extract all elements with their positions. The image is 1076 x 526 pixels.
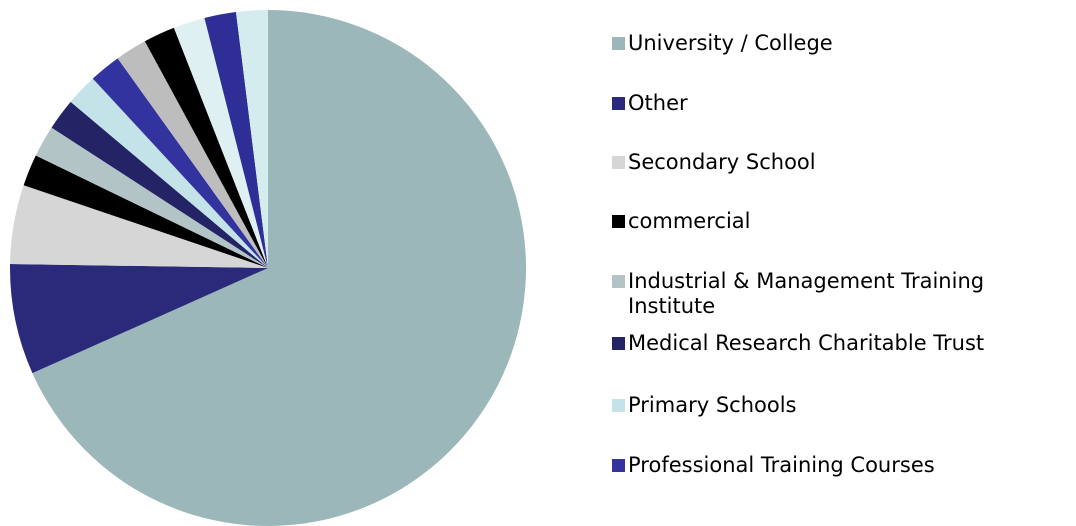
legend-swatch bbox=[612, 156, 625, 169]
chart bbox=[9, 10, 527, 526]
legend-entry: commercial bbox=[612, 209, 1074, 234]
pie-slice bbox=[92, 58, 268, 268]
legend-swatch bbox=[612, 37, 625, 50]
legend-swatch bbox=[612, 275, 625, 288]
legend-entry: Industrial & Management Training Institu… bbox=[612, 269, 1074, 319]
pie-slice bbox=[235, 10, 268, 268]
pie-slice bbox=[204, 11, 268, 268]
pie-slice bbox=[9, 263, 268, 374]
legend-label: Secondary School bbox=[628, 150, 816, 174]
legend-swatch bbox=[612, 459, 625, 472]
pie-slice bbox=[32, 10, 527, 526]
legend-entry: Medical Research Charitable Trust bbox=[612, 331, 1074, 356]
legend-label: Primary Schools bbox=[628, 393, 797, 417]
pie-slice bbox=[35, 127, 268, 268]
legend-entry: University / College bbox=[612, 31, 1074, 56]
legend-label: commercial bbox=[628, 209, 751, 233]
legend-label: Medical Research Charitable Trust bbox=[628, 331, 985, 355]
legend-swatch bbox=[612, 337, 625, 350]
legend-label: Industrial & Management Training Institu… bbox=[628, 269, 985, 318]
legend-entry: Primary Schools bbox=[612, 393, 1074, 418]
pie-slice bbox=[51, 101, 269, 268]
legend-swatch bbox=[612, 97, 625, 110]
pie-slice bbox=[10, 185, 269, 268]
legend-swatch bbox=[612, 399, 625, 412]
pie-slice bbox=[117, 41, 269, 268]
pie-slice bbox=[70, 78, 269, 268]
legend-entry: Other bbox=[612, 91, 1074, 116]
legend-label: Other bbox=[628, 91, 688, 115]
legend-entry: Secondary School bbox=[612, 150, 1074, 175]
legend-label: University / College bbox=[628, 31, 833, 55]
legend-label: Professional Training Courses bbox=[628, 453, 935, 477]
pie-slice bbox=[144, 27, 268, 268]
legend-swatch bbox=[612, 215, 625, 228]
pie-slice bbox=[173, 17, 268, 269]
legend-entry: Professional Training Courses bbox=[612, 453, 1074, 478]
pie-slice bbox=[23, 155, 268, 268]
